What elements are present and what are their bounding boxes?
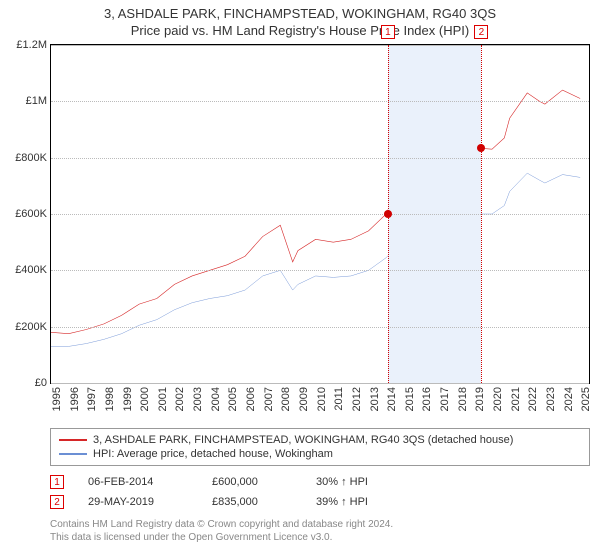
sale-date: 06-FEB-2014 (88, 476, 188, 488)
legend-swatch (59, 453, 87, 455)
sale-vline (481, 45, 482, 383)
x-axis-label: 2013 (369, 387, 381, 411)
x-axis-label: 1995 (51, 387, 63, 411)
x-axis-label: 2004 (210, 387, 222, 411)
x-axis-label: 2024 (563, 387, 575, 411)
x-axis-label: 2003 (192, 387, 204, 411)
legend-label: 3, ASHDALE PARK, FINCHAMPSTEAD, WOKINGHA… (93, 434, 513, 446)
sale-price: £600,000 (212, 476, 292, 488)
x-axis-label: 2016 (421, 387, 433, 411)
gridline (51, 45, 589, 46)
legend-swatch (59, 439, 87, 441)
sale-date: 29-MAY-2019 (88, 496, 188, 508)
gridline (51, 214, 589, 215)
x-axis-label: 2020 (492, 387, 504, 411)
x-axis-label: 1999 (122, 387, 134, 411)
y-axis-label: £400K (15, 264, 47, 276)
x-axis-label: 2023 (545, 387, 557, 411)
legend-label: HPI: Average price, detached house, Woki… (93, 448, 333, 460)
footer-text: Contains HM Land Registry data © Crown c… (50, 518, 590, 544)
sale-index-badge: 1 (50, 475, 64, 489)
gridline (51, 383, 589, 384)
gridline (51, 158, 589, 159)
x-axis-label: 2011 (333, 387, 345, 411)
y-axis-label: £1.2M (16, 39, 47, 51)
x-axis-label: 2025 (580, 387, 592, 411)
x-axis-label: 2009 (298, 387, 310, 411)
x-axis-label: 2012 (351, 387, 363, 411)
x-axis-label: 2022 (527, 387, 539, 411)
x-axis-label: 1997 (86, 387, 98, 411)
footer-line: Contains HM Land Registry data © Crown c… (50, 518, 590, 531)
title-area: 3, ASHDALE PARK, FINCHAMPSTEAD, WOKINGHA… (0, 0, 600, 40)
sale-pct: 30% ↑ HPI (316, 476, 368, 488)
chart-container: 3, ASHDALE PARK, FINCHAMPSTEAD, WOKINGHA… (0, 0, 600, 560)
sale-row: 2 29-MAY-2019 £835,000 39% ↑ HPI (50, 492, 590, 512)
sale-index-badge: 2 (50, 495, 64, 509)
y-axis-label: £0 (35, 377, 47, 389)
x-axis-label: 2006 (245, 387, 257, 411)
legend-box: 3, ASHDALE PARK, FINCHAMPSTEAD, WOKINGHA… (50, 428, 590, 466)
y-axis-label: £800K (15, 152, 47, 164)
x-axis-label: 2019 (474, 387, 486, 411)
gridline (51, 270, 589, 271)
y-axis-label: £200K (15, 321, 47, 333)
legend-item: 3, ASHDALE PARK, FINCHAMPSTEAD, WOKINGHA… (59, 433, 581, 447)
y-axis-label: £600K (15, 208, 47, 220)
x-axis-label: 2007 (263, 387, 275, 411)
x-axis-label: 2008 (280, 387, 292, 411)
x-axis-label: 2014 (386, 387, 398, 411)
sale-pct: 39% ↑ HPI (316, 496, 368, 508)
chart-area: £0£200K£400K£600K£800K£1M£1.2M1995199619… (50, 44, 590, 424)
x-axis-label: 2000 (139, 387, 151, 411)
series-property (51, 90, 580, 334)
x-axis-label: 1998 (104, 387, 116, 411)
y-axis-label: £1M (26, 95, 47, 107)
gridline (51, 101, 589, 102)
x-axis-label: 2010 (316, 387, 328, 411)
x-axis-label: 2002 (174, 387, 186, 411)
sale-marker-badge: 2 (474, 25, 488, 39)
x-axis-label: 1996 (69, 387, 81, 411)
sale-price: £835,000 (212, 496, 292, 508)
series-hpi (51, 173, 580, 346)
legend-item: HPI: Average price, detached house, Woki… (59, 447, 581, 461)
x-axis-label: 2021 (510, 387, 522, 411)
x-axis-label: 2018 (457, 387, 469, 411)
sale-point (384, 210, 392, 218)
plot-region: £0£200K£400K£600K£800K£1M£1.2M1995199619… (50, 44, 590, 384)
chart-subtitle: Price paid vs. HM Land Registry's House … (0, 23, 600, 38)
sales-table: 1 06-FEB-2014 £600,000 30% ↑ HPI 2 29-MA… (50, 472, 590, 512)
chart-title: 3, ASHDALE PARK, FINCHAMPSTEAD, WOKINGHA… (0, 6, 600, 21)
sale-marker-badge: 1 (381, 25, 395, 39)
x-axis-label: 2005 (227, 387, 239, 411)
x-axis-label: 2015 (404, 387, 416, 411)
x-axis-label: 2017 (439, 387, 451, 411)
sale-row: 1 06-FEB-2014 £600,000 30% ↑ HPI (50, 472, 590, 492)
footer-line: This data is licensed under the Open Gov… (50, 531, 590, 544)
gridline (51, 327, 589, 328)
x-axis-label: 2001 (157, 387, 169, 411)
sale-point (477, 144, 485, 152)
